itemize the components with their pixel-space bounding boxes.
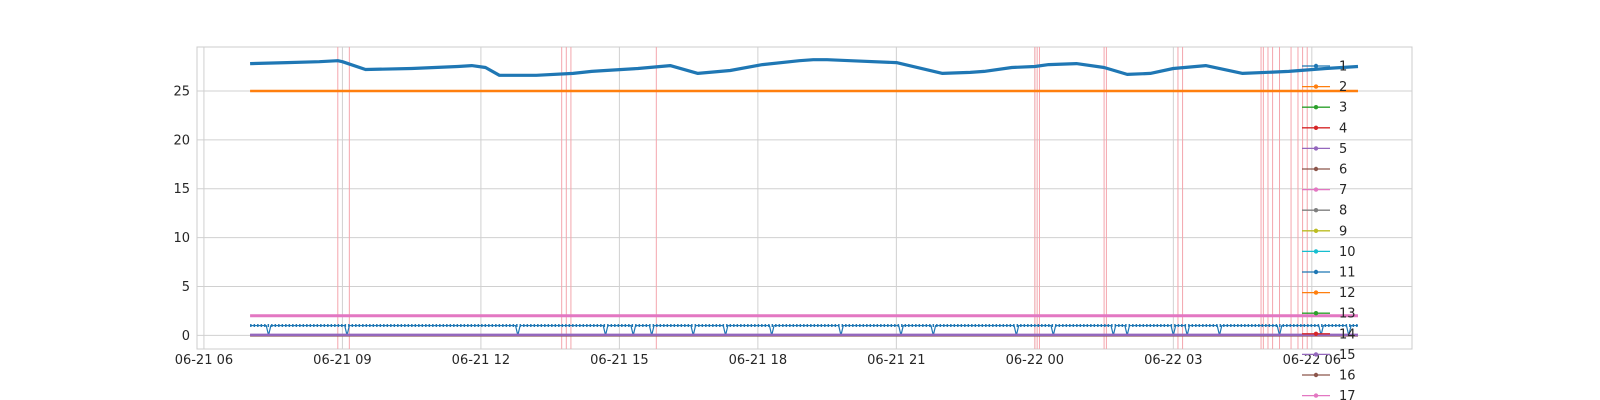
legend-marker	[1313, 228, 1319, 233]
legend-marker	[1313, 166, 1319, 172]
x-tick-label: 06-21 12	[452, 353, 510, 368]
legend-marker	[1313, 331, 1319, 336]
legend-marker	[1313, 125, 1319, 130]
legend-marker	[1313, 393, 1319, 398]
legend-label: 4	[1339, 121, 1347, 136]
legend-label: 17	[1339, 389, 1356, 400]
x-tick-label: 06-21 18	[729, 353, 787, 368]
legend-label: 14	[1339, 327, 1356, 342]
legend-label: 13	[1339, 307, 1356, 322]
legend-label: 5	[1339, 142, 1347, 157]
x-tick-label: 06-22 00	[1006, 353, 1064, 368]
x-tick-label: 06-21 06	[175, 353, 233, 368]
legend-marker	[1313, 84, 1319, 89]
legend-marker	[1313, 311, 1319, 316]
x-tick-label: 06-21 21	[867, 353, 925, 368]
legend-marker	[1313, 372, 1319, 378]
legend-marker	[1313, 187, 1319, 192]
legend-label: 12	[1339, 286, 1356, 301]
x-tick-label: 06-21 09	[313, 353, 371, 368]
series-1-line	[250, 58, 1359, 77]
legend-marker	[1313, 249, 1319, 254]
legend-marker	[1313, 352, 1319, 357]
legend-label: 9	[1339, 224, 1347, 239]
legend-marker	[1313, 208, 1319, 213]
legend-label: 15	[1339, 348, 1356, 363]
y-tick-label: 20	[173, 133, 190, 148]
event-lines	[337, 47, 1308, 349]
legend-marker	[1313, 290, 1319, 295]
legend-marker	[1313, 269, 1319, 275]
legend-label: 10	[1339, 245, 1356, 260]
y-tick-label: 25	[173, 84, 190, 99]
series-lines	[250, 58, 1359, 337]
x-tick-label: 06-22 06	[1283, 353, 1341, 368]
x-tick-labels: 06-21 06 06-21 09 06-21 12 06-21 15 06-21 18…	[175, 353, 1341, 368]
x-tick-label: 06-21 15	[590, 353, 648, 368]
y-tick-label: 10	[173, 231, 190, 246]
legend-label: 16	[1339, 369, 1356, 384]
y-tick-label: 15	[173, 182, 190, 197]
y-tick-label: 0	[182, 329, 190, 344]
legend-marker	[1313, 105, 1319, 110]
y-tick-label: 5	[182, 280, 190, 295]
legend-label: 7	[1339, 183, 1347, 198]
x-tick-label: 06-22 03	[1144, 353, 1202, 368]
legend-label: 8	[1339, 204, 1347, 219]
legend-label: 1	[1339, 60, 1347, 75]
plot-area	[196, 46, 1413, 350]
legend-marker	[1313, 63, 1319, 69]
legend-label: 3	[1339, 101, 1347, 116]
legend-label: 6	[1339, 163, 1347, 178]
legend-marker	[1313, 146, 1319, 151]
legend-label: 2	[1339, 80, 1347, 95]
legend-label: 11	[1339, 266, 1356, 281]
y-tick-labels: 0 5 10 15 20 25	[173, 84, 190, 343]
